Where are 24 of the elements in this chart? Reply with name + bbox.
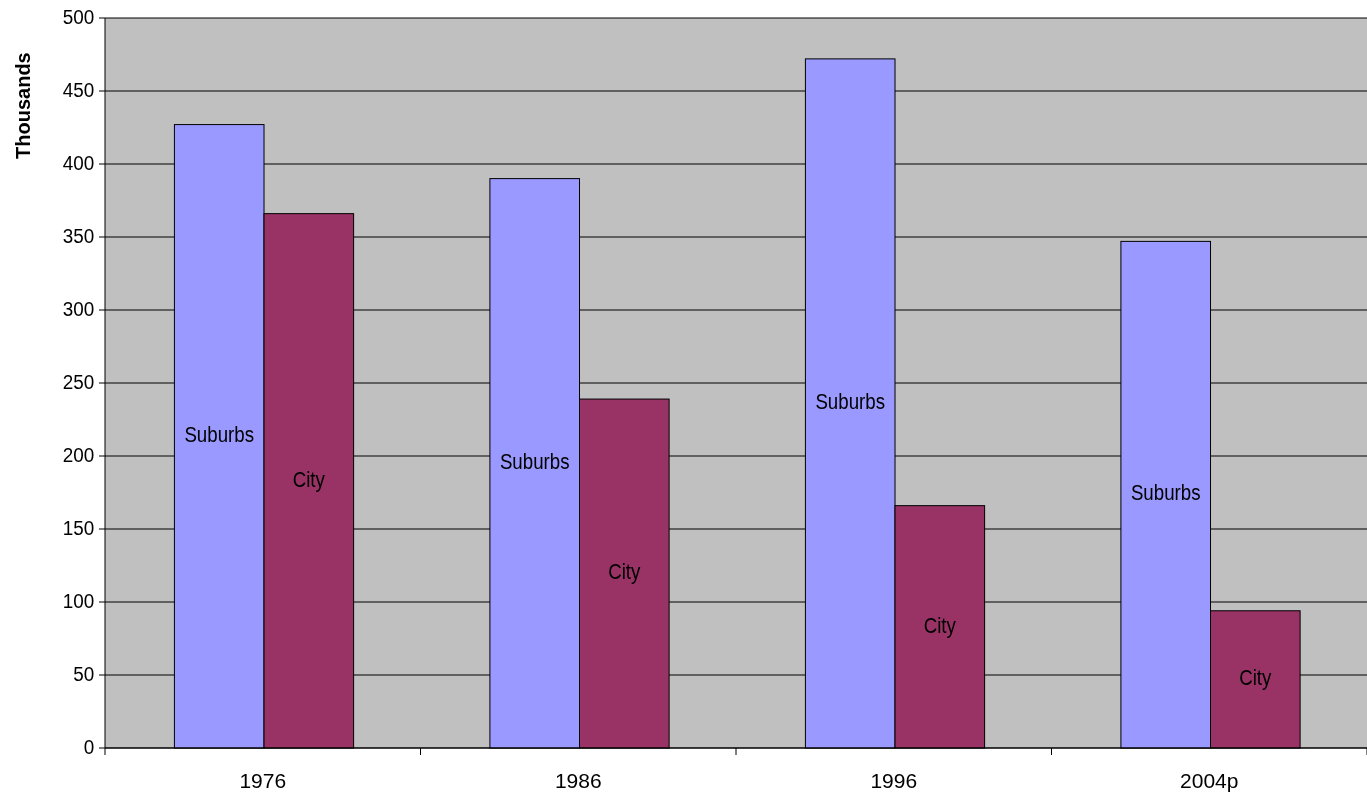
text: City <box>292 467 325 491</box>
y-tick-label: 200 <box>62 442 95 466</box>
x-tick-label: 2004p <box>1180 769 1239 792</box>
y-tick-label: 450 <box>62 77 95 101</box>
y-tick-label: 150 <box>62 515 95 539</box>
x-tick-label: 1976 <box>239 769 287 792</box>
text: Suburbs <box>184 422 255 447</box>
text: Suburbs <box>815 389 886 414</box>
y-tick-label: 250 <box>62 369 95 393</box>
y-axis-title: Thousands <box>12 52 34 159</box>
series-label: City <box>1239 665 1273 690</box>
y-tick-label: 300 <box>62 296 95 320</box>
x-tick-label: 1996 <box>870 769 918 792</box>
y-tick-label: 350 <box>62 223 95 247</box>
y-tick-label: 400 <box>62 150 95 174</box>
y-tick-label: 100 <box>62 588 95 612</box>
y-tick-label: 500 <box>62 4 95 28</box>
text: City <box>608 559 641 584</box>
text: City <box>923 613 956 637</box>
text: Suburbs <box>1130 481 1201 505</box>
series-label: Suburbs <box>499 449 570 474</box>
y-tick-label: 0 <box>83 734 95 758</box>
x-tick-label: 1986 <box>554 769 602 792</box>
y-tick-label: 50 <box>73 661 95 685</box>
